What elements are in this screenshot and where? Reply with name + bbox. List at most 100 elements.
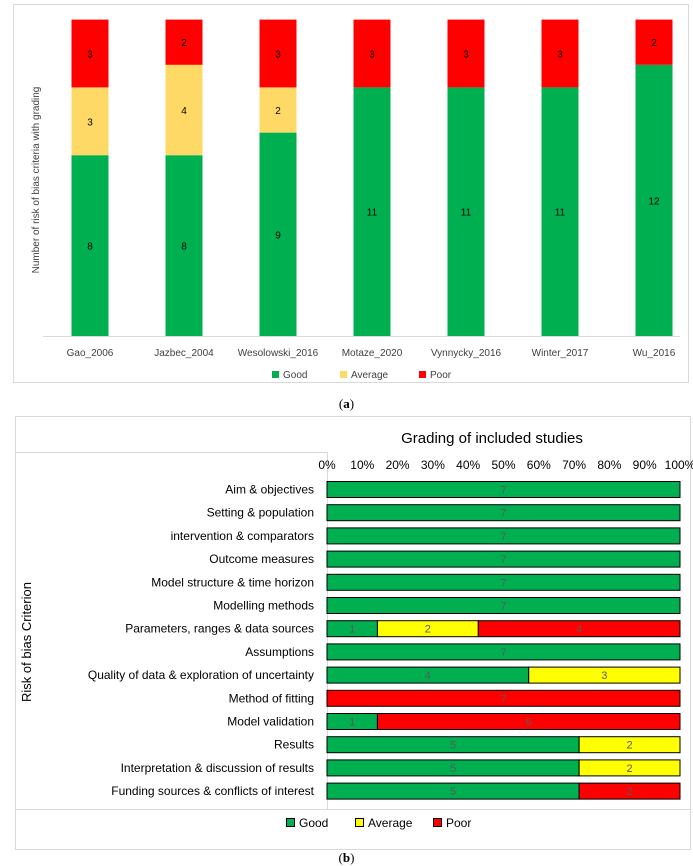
data-label: 7 — [500, 531, 506, 543]
data-label: 7 — [500, 577, 506, 589]
data-label: 2 — [425, 624, 431, 636]
legend-label-good: Good — [283, 370, 307, 381]
data-label: 8 — [181, 242, 187, 253]
category-label: Quality of data & exploration of uncerta… — [88, 668, 314, 682]
category-label: Setting & population — [207, 506, 314, 520]
x-tick-label: Motaze_2020 — [342, 348, 403, 359]
x-tick-label: 20% — [386, 458, 410, 472]
data-label: 1 — [349, 624, 355, 636]
x-tick-label: Wu_2016 — [633, 348, 676, 359]
bar-poor — [578, 782, 681, 800]
data-label: 2 — [627, 786, 633, 798]
chart-a: 8 3 3 Gao_2006 8 4 2 Jazbec_2004 9 2 3 Wesolowski_2… — [13, 4, 689, 383]
category-label: Results — [274, 738, 314, 752]
bar-poor — [376, 713, 681, 730]
bar-average — [528, 666, 681, 684]
category-label: Modelling methods — [213, 599, 314, 613]
data-label: 11 — [555, 208, 566, 219]
bar-poor — [71, 19, 109, 88]
x-tick-label: 50% — [491, 458, 515, 472]
bar-average — [71, 87, 109, 156]
data-label: 5 — [450, 740, 456, 752]
legend-label-poor: Poor — [430, 370, 452, 381]
legend-swatch-average — [340, 371, 347, 378]
bar-average — [259, 87, 297, 133]
data-label: 3 — [601, 670, 607, 682]
bar-good — [326, 597, 681, 614]
chart-title: Grading of included studies — [401, 430, 583, 447]
x-tick-label: 0% — [318, 458, 336, 472]
data-label: 1 — [349, 717, 355, 729]
x-tick-label: 70% — [562, 458, 586, 472]
data-label: 8 — [87, 242, 93, 253]
bar-good — [165, 155, 203, 336]
x-tick-label: Vynnycky_2016 — [431, 348, 502, 359]
legend-swatch-poor — [433, 818, 442, 827]
chart-a-frame — [13, 4, 689, 383]
category-label: Method of fitting — [229, 691, 314, 705]
category-label: Assumptions — [245, 645, 314, 659]
legend-label-good: Good — [299, 816, 328, 830]
y-axis-label: Number of risk of bias criteria with gra… — [31, 87, 42, 274]
bar-good — [326, 573, 681, 591]
bar-poor — [477, 620, 681, 638]
data-label: 7 — [500, 508, 506, 520]
category-label: Model validation — [227, 715, 314, 729]
x-tick-label: Wesolowski_2016 — [238, 348, 319, 359]
data-label: 7 — [500, 693, 506, 705]
data-label: 3 — [369, 50, 375, 61]
data-label: 5 — [450, 763, 456, 775]
data-label: 3 — [87, 117, 93, 128]
category-label: Parameters, ranges & data sources — [125, 622, 314, 636]
bar-average — [578, 736, 681, 754]
legend-swatch-average — [355, 818, 364, 827]
data-label: 6 — [526, 717, 532, 729]
bar-good — [259, 132, 297, 336]
data-label: 4 — [425, 670, 431, 682]
data-label: 7 — [500, 485, 506, 497]
y-axis-label: Risk of bias Criterion — [19, 582, 34, 702]
x-tick-label: 100% — [665, 458, 693, 472]
x-tick-label: 10% — [350, 458, 374, 472]
bar-good — [447, 87, 485, 337]
data-label: 2 — [275, 106, 281, 117]
data-label: 4 — [181, 106, 187, 117]
data-label: 3 — [87, 50, 93, 61]
bar-good — [326, 481, 681, 498]
bar-poor — [353, 19, 391, 88]
data-label: 11 — [367, 208, 378, 219]
category-label: Funding sources & conflicts of interest — [111, 784, 314, 798]
bar-average — [165, 64, 203, 156]
x-tick-label: Jazbec_2004 — [154, 348, 214, 359]
category-label: Interpretation & discussion of results — [121, 761, 314, 775]
bar-poor — [541, 19, 579, 88]
legend-label-poor: Poor — [446, 816, 471, 830]
legend-swatch-good — [272, 371, 279, 378]
x-tick-label: 90% — [633, 458, 657, 472]
data-label: 2 — [181, 38, 187, 49]
x-tick-label: 80% — [597, 458, 621, 472]
data-label: 2 — [627, 740, 633, 752]
data-label: 4 — [576, 624, 582, 636]
x-tick-label: 60% — [527, 458, 551, 472]
bar-good — [326, 550, 681, 568]
bar-good — [326, 527, 681, 545]
x-tick-label: 40% — [456, 458, 480, 472]
legend-swatch-poor — [419, 371, 426, 378]
data-label: 7 — [500, 554, 506, 566]
bar-good — [326, 643, 681, 661]
legend-label-average: Average — [368, 816, 413, 830]
chart-b: Grading of included studies 0% 10% 20% 30% 40… — [15, 416, 693, 850]
data-label: 11 — [461, 208, 472, 219]
data-label: 2 — [627, 763, 633, 775]
category-label: Model structure & time horizon — [151, 575, 314, 589]
bar-good — [326, 504, 681, 522]
bar-good — [353, 87, 391, 337]
x-tick-label: Gao_2006 — [67, 348, 114, 359]
bar-poor — [326, 689, 681, 707]
bar-average — [578, 759, 681, 777]
legend-label-average: Average — [351, 370, 389, 381]
category-label: Aim & objectives — [225, 483, 314, 497]
data-label: 3 — [557, 50, 563, 61]
